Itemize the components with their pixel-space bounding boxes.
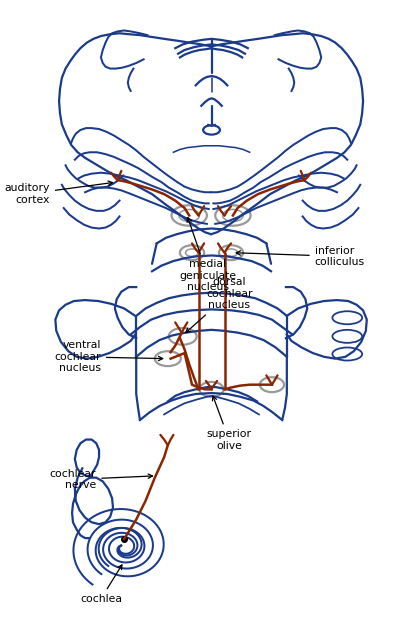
Text: medial
geniculate
nucleus: medial geniculate nucleus bbox=[179, 218, 236, 292]
Text: dorsal
cochlear
nucleus: dorsal cochlear nucleus bbox=[186, 277, 252, 333]
Text: ventral
cochlear
nucleus: ventral cochlear nucleus bbox=[54, 340, 163, 374]
Text: superior
olive: superior olive bbox=[207, 396, 252, 451]
Text: inferior
colliculus: inferior colliculus bbox=[236, 245, 365, 267]
Text: cochlea: cochlea bbox=[80, 565, 122, 604]
Text: cochlear
nerve: cochlear nerve bbox=[50, 469, 152, 491]
Text: auditory
cortex: auditory cortex bbox=[4, 181, 113, 205]
